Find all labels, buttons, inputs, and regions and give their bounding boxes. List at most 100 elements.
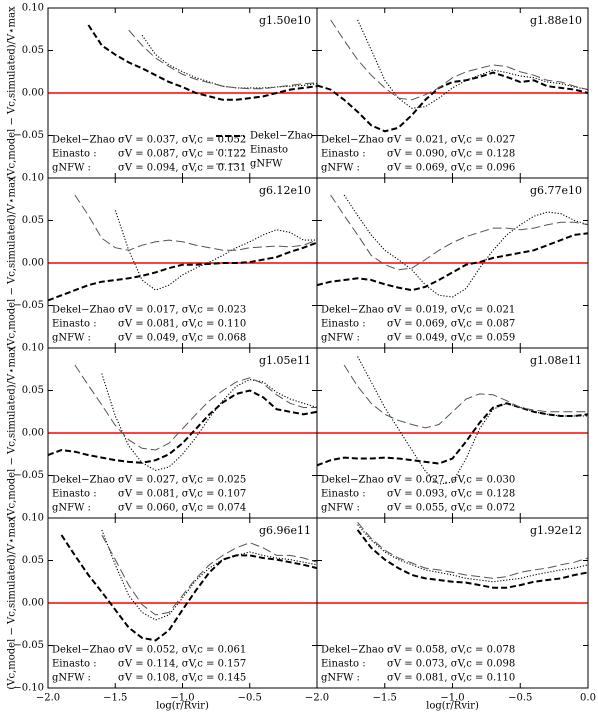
legend-label: gNFW [250, 159, 283, 170]
series-line [101, 534, 317, 616]
stats-value: σV = 0.094, σV,c = 0.131 [118, 163, 246, 174]
series-line [141, 34, 317, 89]
stats-label: gNFW : [321, 333, 360, 344]
stats-label: Dekel−Zhao : [321, 645, 390, 656]
series-line [48, 241, 317, 302]
series-line [357, 524, 588, 583]
series-line [48, 389, 317, 464]
stats-value: σV = 0.069, σV,c = 0.087 [387, 319, 515, 330]
y-tick-label: 0.10 [22, 343, 44, 354]
series-line [357, 356, 588, 485]
stats-label: Dekel−Zhao : [52, 135, 121, 146]
stats-label: gNFW : [52, 333, 91, 344]
stats-label: gNFW : [321, 163, 360, 174]
panel: −0.05 0.00 0.05 0.10 g1.50e10 Dekel−Zhao Einas… [7, 3, 318, 180]
stats-value: σV = 0.073, σV,c = 0.098 [387, 659, 515, 670]
stats-value: σV = 0.093, σV,c = 0.128 [387, 489, 515, 500]
x-axis-label: log(r/Rvir) [426, 701, 479, 712]
y-tick-label: 0.00 [22, 88, 44, 99]
panel-title: g6.12e10 [259, 184, 311, 197]
y-tick-label: 0.05 [22, 385, 44, 396]
x-tick-label: −1.0 [440, 693, 464, 704]
series-line [343, 364, 588, 429]
series-line [317, 232, 588, 292]
x-axis-label: log(r/Rvir) [156, 701, 209, 712]
panel: −0.10 −0.05 0.00 0.05 0.10 −2.0 −1.5 −1.0 −0.5 g6… [7, 513, 318, 712]
stats-value: σV = 0.055, σV,c = 0.072 [387, 503, 515, 514]
x-tick-label: −1.5 [103, 693, 127, 704]
stats-label: gNFW : [52, 163, 91, 174]
x-tick-label: −1.0 [170, 693, 194, 704]
x-tick-label: 0.0 [580, 693, 596, 704]
y-tick-label: 0.00 [22, 258, 44, 269]
stats-value: σV = 0.114, σV,c = 0.157 [118, 659, 246, 670]
stats-value: σV = 0.052, σV,c = 0.061 [118, 645, 246, 656]
series-line [74, 364, 317, 451]
stats-value: σV = 0.049, σV,c = 0.059 [387, 333, 515, 344]
y-axis-label: (Vc,model − Vc,simulated)/V⋆max [7, 516, 18, 690]
legend-label: Einasto [250, 145, 288, 156]
stats-value: σV = 0.058, σV,c = 0.078 [387, 645, 515, 656]
x-tick-label: −2.0 [36, 693, 60, 704]
y-tick-label: −0.05 [13, 130, 44, 141]
stats-value: σV = 0.019, σV,c = 0.021 [387, 305, 515, 316]
series-line [317, 402, 588, 467]
panel: g6.77e10 Dekel−Zhao :σV = 0.019, σV,c = 0… [316, 177, 589, 349]
series-line [101, 529, 317, 621]
stats-label: Einasto : [321, 319, 366, 330]
y-tick-label: 0.05 [22, 45, 44, 56]
stats-value: σV = 0.027, σV,c = 0.030 [387, 475, 515, 486]
y-axis-label: (Vc,model − Vc,simulated)/V⋆max [7, 346, 18, 520]
stats-label: Dekel−Zhao : [52, 645, 121, 656]
panel-title: g1.05e11 [259, 354, 311, 367]
y-tick-label: 0.10 [22, 513, 44, 524]
y-tick-label: −0.05 [13, 300, 44, 311]
stats-value: σV = 0.021, σV,c = 0.027 [387, 135, 515, 146]
stats-label: Einasto : [321, 659, 366, 670]
series-line [330, 19, 588, 101]
panel-title: g1.92e12 [530, 524, 582, 537]
stats-label: Dekel−Zhao : [321, 135, 390, 146]
series-line [87, 24, 317, 101]
y-tick-label: −0.05 [13, 640, 44, 651]
stats-label: Einasto : [52, 659, 97, 670]
stats-label: Dekel−Zhao : [52, 305, 121, 316]
stats-value: σV = 0.090, σV,c = 0.128 [387, 149, 515, 160]
y-tick-label: 0.00 [22, 428, 44, 439]
stats-value: σV = 0.049, σV,c = 0.068 [118, 333, 246, 344]
stats-label: Einasto : [52, 319, 97, 330]
stats-value: σV = 0.060, σV,c = 0.074 [118, 503, 246, 514]
stats-label: Dekel−Zhao : [321, 305, 390, 316]
panel: g1.88e10 Dekel−Zhao :σV = 0.021, σV,c = 0… [316, 7, 589, 179]
series-line [114, 210, 317, 291]
stats-label: Einasto : [321, 489, 366, 500]
series-line [357, 521, 588, 579]
x-tick-label: −0.5 [508, 693, 532, 704]
series-line [60, 534, 317, 642]
y-axis-label: (Vc,model − Vc,simulated)/V⋆max [7, 6, 18, 180]
series-line [128, 29, 317, 90]
stats-value: σV = 0.037, σV,c = 0.052 [118, 135, 246, 146]
legend-label: Dekel−Zhao [250, 131, 313, 142]
stats-label: gNFW : [321, 673, 360, 684]
stats-label: gNFW : [321, 503, 360, 514]
stats-label: Einasto : [52, 489, 97, 500]
panel-title: g1.08e11 [530, 354, 582, 367]
panel: g1.08e11 Dekel−Zhao :σV = 0.027, σV,c = 0… [316, 347, 589, 519]
panel-title: g1.88e10 [530, 14, 582, 27]
y-tick-label: 0.00 [22, 598, 44, 609]
stats-value: σV = 0.081, σV,c = 0.110 [118, 319, 246, 330]
series-line [356, 529, 588, 589]
y-axis-label: (Vc,model − Vc,simulated)/V⋆max [7, 176, 18, 350]
panel-title: g6.77e10 [530, 184, 582, 197]
stats-label: gNFW : [52, 673, 91, 684]
stats-value: σV = 0.069, σV,c = 0.096 [387, 163, 515, 174]
series-line [357, 19, 588, 109]
y-tick-label: 0.05 [22, 555, 44, 566]
y-tick-label: −0.10 [13, 683, 44, 694]
x-tick-label: −0.5 [238, 693, 262, 704]
series-line [101, 373, 317, 471]
